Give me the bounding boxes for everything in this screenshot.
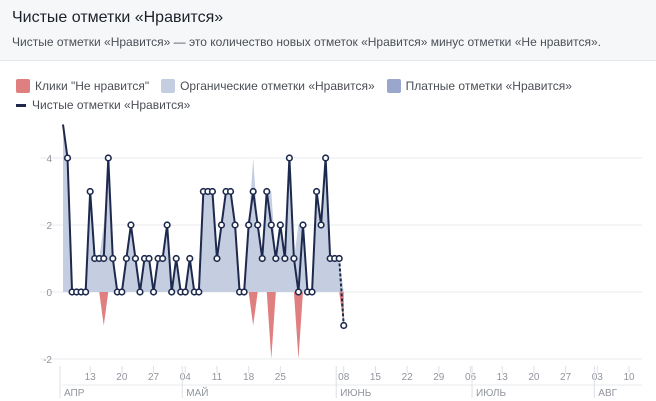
net-likes-point xyxy=(272,254,280,263)
net-likes-point xyxy=(231,221,239,229)
net-likes-point xyxy=(245,221,253,229)
chart-subtitle: Чистые отметки «Нравится» — это количест… xyxy=(12,35,601,49)
net-line-swatch xyxy=(16,103,26,107)
y-tick-label: 0 xyxy=(46,288,52,299)
net-likes-point xyxy=(86,187,94,196)
legend-item-paid[interactable]: Платные отметки «Нравится» xyxy=(386,79,572,93)
net-likes-point xyxy=(145,254,153,263)
month-label: ИЮНЬ xyxy=(340,388,372,399)
x-tick-label: 27 xyxy=(148,372,160,383)
x-tick-label: 27 xyxy=(560,372,572,383)
legend-label-net: Чистые отметки «Нравится» xyxy=(32,98,191,112)
legend-label-paid: Платные отметки «Нравится» xyxy=(405,79,572,93)
net-likes-point xyxy=(172,254,180,263)
net-likes-point xyxy=(159,254,167,263)
net-likes-point xyxy=(136,288,144,296)
x-tick-label: 13 xyxy=(85,372,97,383)
chart-title: Чистые отметки «Нравится» xyxy=(12,9,224,26)
net-likes-point xyxy=(104,154,112,162)
net-likes-line xyxy=(62,124,340,293)
month-label: ИЮЛЬ xyxy=(476,388,506,399)
net-likes-point xyxy=(131,254,140,263)
net-likes-point xyxy=(254,221,262,229)
net-likes-point xyxy=(163,221,171,229)
legend-label-organic: Органические отметки «Нравится» xyxy=(180,79,375,93)
unlikes-area xyxy=(63,292,344,359)
net-likes-point xyxy=(109,254,117,263)
net-likes-point xyxy=(281,254,289,263)
net-likes-point xyxy=(317,221,325,229)
month-label: АВГ xyxy=(598,388,617,399)
net-likes-point xyxy=(195,288,203,296)
x-tick-label: 10 xyxy=(623,372,635,383)
x-tick-label: 22 xyxy=(402,372,414,383)
net-likes-point xyxy=(294,288,303,296)
net-likes-point xyxy=(149,288,158,296)
x-tick-label: 08 xyxy=(338,372,350,383)
net-likes-point xyxy=(100,254,108,263)
x-tick-label: 06 xyxy=(465,372,477,383)
x-tick-label: 15 xyxy=(370,372,382,383)
net-likes-point xyxy=(168,288,176,296)
net-likes-point xyxy=(213,254,221,263)
legend-item-unlikes[interactable]: Клики "Не нравится" xyxy=(16,79,149,93)
month-label: АПР xyxy=(64,388,85,399)
legend-item-net[interactable]: Чистые отметки «Нравится» xyxy=(16,98,190,112)
x-tick-label: 03 xyxy=(592,372,604,383)
net-likes-point xyxy=(263,187,271,196)
net-likes-point xyxy=(82,288,90,296)
x-tick-label: 04 xyxy=(180,372,192,383)
net-likes-point xyxy=(217,221,226,229)
net-likes-point xyxy=(240,288,248,296)
x-tick-label: 20 xyxy=(528,372,540,383)
net-likes-line-projected xyxy=(338,258,345,326)
x-tick-label: 20 xyxy=(116,372,128,383)
net-likes-point xyxy=(127,221,135,229)
net-likes-point xyxy=(226,187,235,196)
net-likes-point xyxy=(258,254,266,263)
net-likes-point xyxy=(312,187,321,196)
net-likes-point xyxy=(186,254,194,263)
net-likes-point xyxy=(308,288,316,296)
net-likes-point xyxy=(208,187,217,196)
net-likes-point xyxy=(335,254,343,263)
net-likes-point xyxy=(249,187,257,196)
y-tick-label: 2 xyxy=(46,221,52,232)
net-likes-point xyxy=(267,221,275,229)
net-likes-point xyxy=(322,154,330,162)
paid-swatch xyxy=(386,79,401,93)
net-likes-point xyxy=(290,254,298,263)
x-tick-label: 11 xyxy=(212,372,223,383)
net-likes-point xyxy=(122,254,130,263)
x-tick-label: 25 xyxy=(275,372,287,383)
net-likes-point xyxy=(340,321,348,330)
net-likes-point xyxy=(285,154,294,162)
net-likes-point xyxy=(63,154,72,162)
legend-label-unlikes: Клики "Не нравится" xyxy=(35,79,150,93)
organic-swatch xyxy=(161,79,176,93)
x-tick-label: 13 xyxy=(497,372,509,383)
net-likes-point xyxy=(181,288,189,296)
y-tick-label: -2 xyxy=(43,355,52,366)
net-likes-point xyxy=(118,288,126,296)
net-likes-point xyxy=(276,221,284,229)
unlikes-swatch xyxy=(16,79,30,93)
legend-item-organic[interactable]: Органические отметки «Нравится» xyxy=(161,79,375,93)
x-tick-label: 29 xyxy=(433,372,445,383)
legend: Клики "Не нравится" Органические отметки… xyxy=(16,77,616,114)
net-likes-point xyxy=(299,221,307,229)
x-tick-label: 18 xyxy=(243,372,255,383)
chart-header: Чистые отметки «Нравится» Чистые отметки… xyxy=(0,0,656,61)
month-label: МАЙ xyxy=(186,386,208,399)
y-tick-label: 4 xyxy=(46,154,52,165)
